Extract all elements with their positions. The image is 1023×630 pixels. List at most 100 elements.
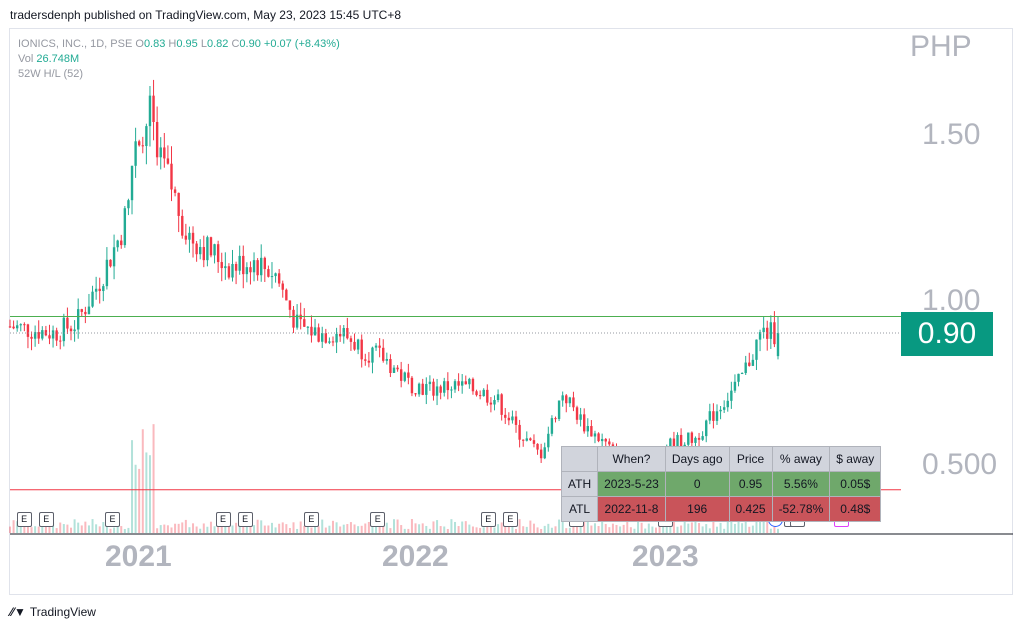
earnings-marker[interactable]: E [370, 512, 386, 527]
candle-body [177, 192, 180, 216]
volume-bar [586, 519, 589, 533]
candle-body [561, 395, 564, 401]
candle-body [44, 330, 48, 336]
candle-body [213, 244, 216, 256]
publisher-line: tradersdenph published on TradingView.co… [10, 8, 402, 22]
candle-body [184, 235, 188, 240]
candle-body [238, 255, 241, 271]
volume-bar [367, 521, 370, 533]
volume-bar [529, 520, 532, 533]
volume-bar [439, 526, 442, 533]
earnings-marker[interactable]: E [237, 512, 253, 527]
candle-body [152, 95, 155, 123]
volume-bar [342, 524, 345, 533]
earnings-marker[interactable]: E [303, 512, 319, 527]
candle-body [249, 267, 252, 273]
earnings-marker[interactable]: E [105, 512, 121, 527]
earnings-marker[interactable]: E [480, 512, 496, 527]
legend-o-label: O [135, 38, 144, 50]
volume-bar [676, 526, 679, 533]
volume-bar [62, 524, 65, 533]
candle-body [281, 283, 284, 290]
candle-body [37, 332, 40, 339]
volume-bar [335, 522, 338, 533]
table-cell: ATL [560, 496, 599, 522]
volume-bar [712, 520, 715, 533]
candle-body [98, 288, 101, 292]
legend-h-label: H [168, 38, 177, 50]
price-tick-0-500: 0.500 [922, 448, 998, 481]
volume-bar [626, 519, 629, 533]
volume-bar [235, 522, 238, 533]
candle-body [181, 215, 184, 236]
volume-bar [238, 523, 241, 533]
candle-body [191, 232, 195, 244]
candle-body [260, 257, 263, 276]
candle-body [127, 200, 130, 209]
candle-body [410, 377, 414, 394]
candle-body [672, 438, 676, 449]
candle-body [148, 95, 152, 127]
tradingview-logo-icon[interactable]: ⁄⁄▼ [10, 605, 26, 619]
candle-body [575, 407, 579, 420]
volume-bar [522, 526, 525, 533]
volume-bar [647, 523, 650, 533]
volume-bar [389, 528, 392, 533]
volume-bar [576, 524, 579, 533]
year-label-2021: 2021 [105, 540, 172, 573]
volume-bar [59, 522, 62, 533]
candle-body [256, 260, 259, 276]
volume-bar [245, 523, 248, 533]
candle-body [478, 395, 482, 397]
candle-body [338, 333, 342, 337]
volume-bar [450, 519, 453, 533]
volume-bar [436, 520, 439, 533]
candle-body [134, 141, 137, 166]
volume-bar [12, 520, 15, 533]
volume-bar [421, 523, 424, 533]
candle-body [705, 420, 708, 437]
candle-body [712, 411, 715, 421]
volume-bar [708, 528, 711, 533]
volume-bar [690, 522, 693, 533]
table-cell: 0.48$ [829, 496, 882, 522]
candle-body [378, 345, 381, 348]
candle-body [532, 440, 536, 444]
candle-body [206, 237, 209, 261]
earnings-marker[interactable]: E [38, 512, 54, 527]
volume-bar [357, 526, 360, 533]
candle-body [15, 325, 19, 329]
candle-body [137, 141, 141, 146]
candle-body [130, 165, 134, 201]
volume-bar [425, 525, 428, 533]
candle-body [69, 328, 73, 332]
legend-c-label: C [231, 38, 240, 50]
candle-body [48, 335, 51, 339]
earnings-marker[interactable]: E [502, 512, 518, 527]
volume-bar [518, 519, 521, 533]
footer-brand[interactable]: TradingView [29, 605, 96, 619]
candle-body [597, 433, 600, 442]
table-header-cell: Days ago [664, 446, 730, 472]
earnings-marker[interactable]: E [16, 512, 32, 527]
candle-body [19, 324, 22, 326]
candle-body [730, 390, 733, 401]
volume-bar [163, 524, 166, 533]
candle-body [744, 362, 747, 374]
candle-body [417, 383, 421, 395]
earnings-marker[interactable]: E [215, 512, 231, 527]
candle-body [346, 328, 349, 339]
candle-body [94, 288, 98, 292]
legend-open: 0.83 [143, 38, 166, 50]
volume-bar [385, 522, 388, 533]
candle-body [733, 381, 737, 391]
volume-bar [561, 520, 564, 533]
volume-bar [568, 527, 571, 533]
candle-body [432, 381, 435, 396]
volume-bar [224, 524, 227, 533]
candle-body [514, 416, 518, 425]
volume-bar [403, 528, 406, 533]
candle-body [227, 266, 231, 278]
candle-body [277, 273, 281, 284]
